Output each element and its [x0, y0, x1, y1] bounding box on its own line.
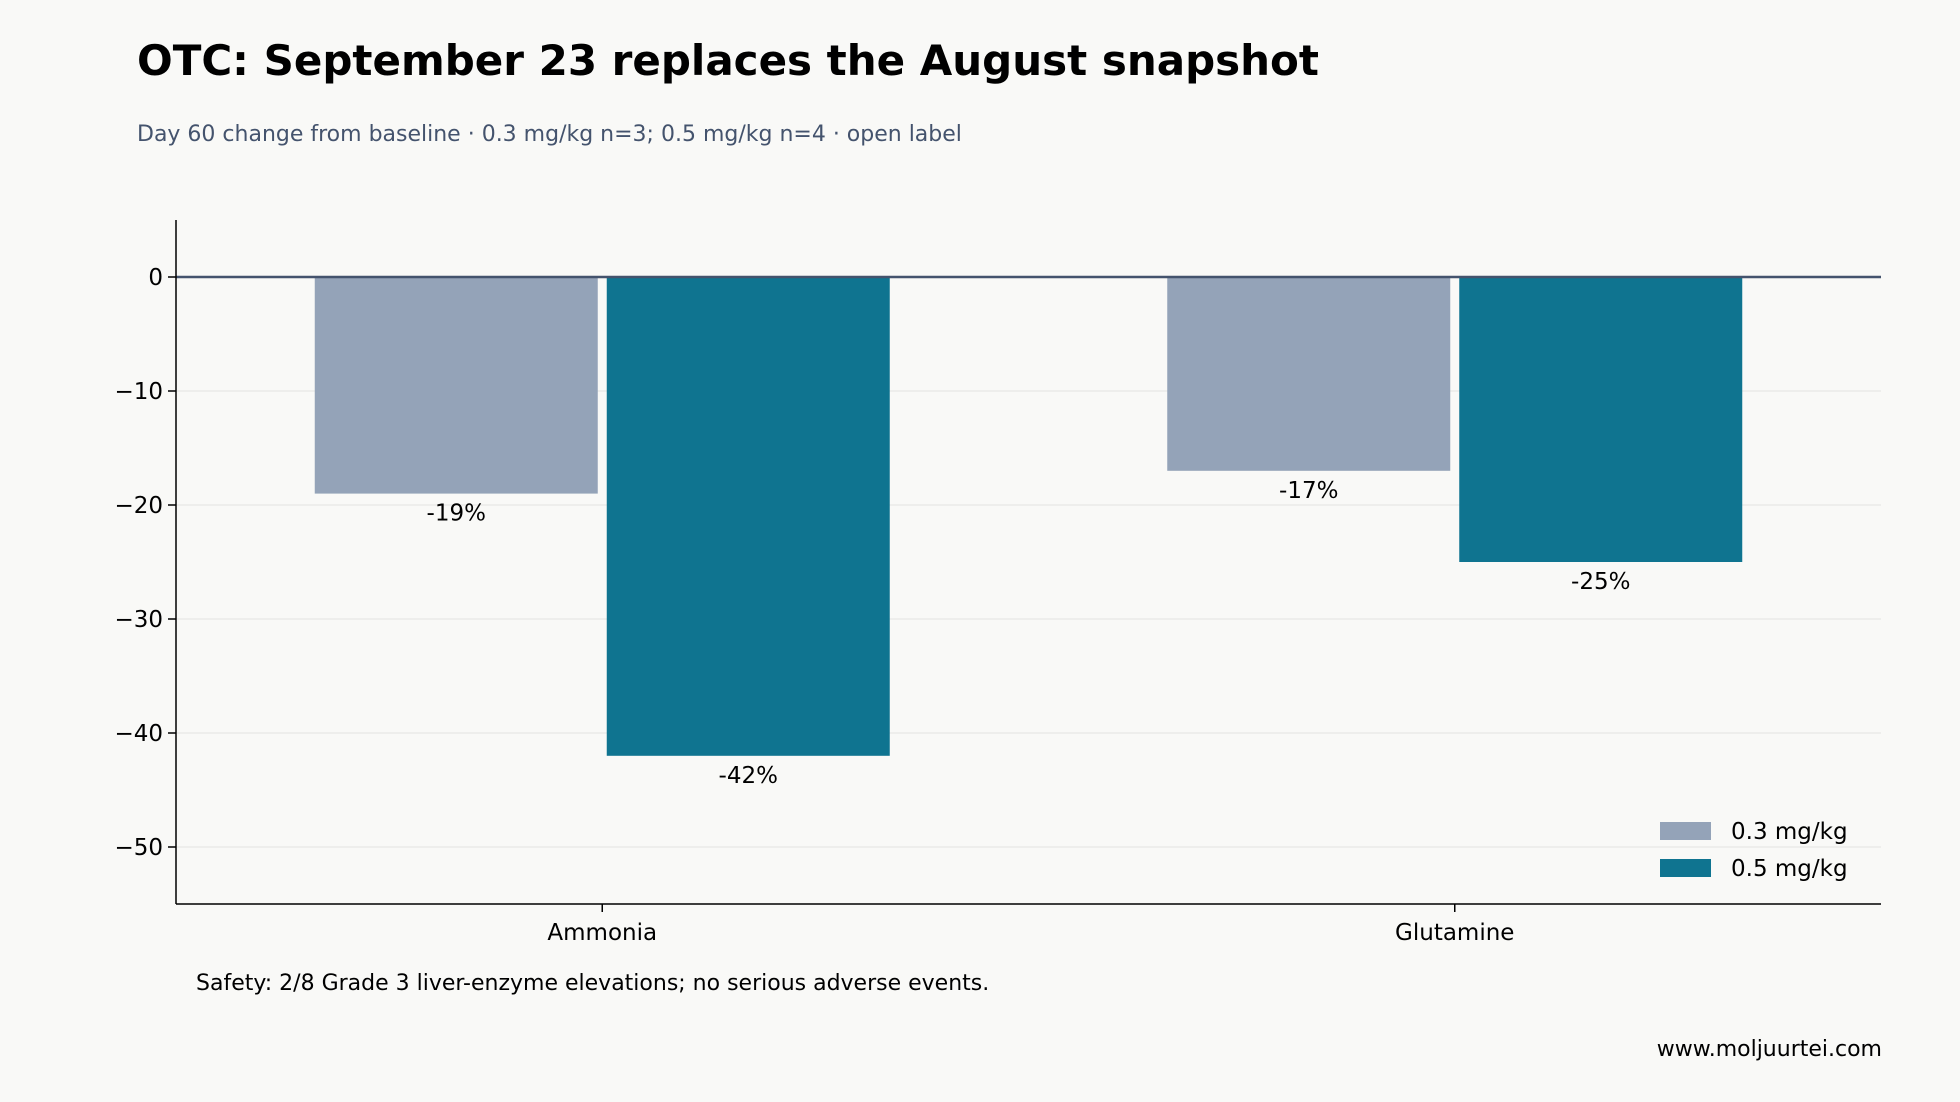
- data-labels: -19% -42% -17% -25%: [427, 478, 1631, 789]
- y-tick-label: −50: [114, 835, 163, 861]
- bars: [314, 277, 1743, 756]
- bar: [1167, 277, 1451, 471]
- axes: 0 −10 −20 −30 −40 −50 Ammonia Glutamine: [114, 220, 1881, 946]
- bar: [314, 277, 598, 494]
- chart-subtitle: Day 60 change from baseline · 0.3 mg/kg …: [137, 122, 962, 147]
- source-url: www.moljuurtei.com: [1656, 1037, 1882, 1062]
- chart-title: OTC: September 23 replaces the August sn…: [137, 36, 1319, 85]
- legend-label: 0.5 mg/kg: [1731, 856, 1848, 882]
- y-tick-label: −30: [114, 607, 163, 633]
- x-tick-label: Ammonia: [547, 920, 657, 946]
- legend: 0.3 mg/kg 0.5 mg/kg: [1660, 819, 1848, 882]
- legend-swatch: [1660, 859, 1711, 877]
- y-tick-label: 0: [148, 265, 163, 291]
- data-label: -25%: [1571, 569, 1630, 595]
- bar: [1459, 277, 1743, 562]
- y-tick-label: −40: [114, 721, 163, 747]
- data-label: -17%: [1279, 478, 1338, 504]
- legend-swatch: [1660, 822, 1711, 840]
- safety-footnote: Safety: 2/8 Grade 3 liver-enzyme elevati…: [196, 971, 990, 996]
- y-tick-label: −20: [114, 493, 163, 519]
- y-tick-label: −10: [114, 379, 163, 405]
- bar: [606, 277, 890, 756]
- legend-label: 0.3 mg/kg: [1731, 819, 1848, 845]
- data-label: -19%: [427, 501, 486, 527]
- data-label: -42%: [719, 763, 778, 789]
- x-tick-label: Glutamine: [1395, 920, 1514, 946]
